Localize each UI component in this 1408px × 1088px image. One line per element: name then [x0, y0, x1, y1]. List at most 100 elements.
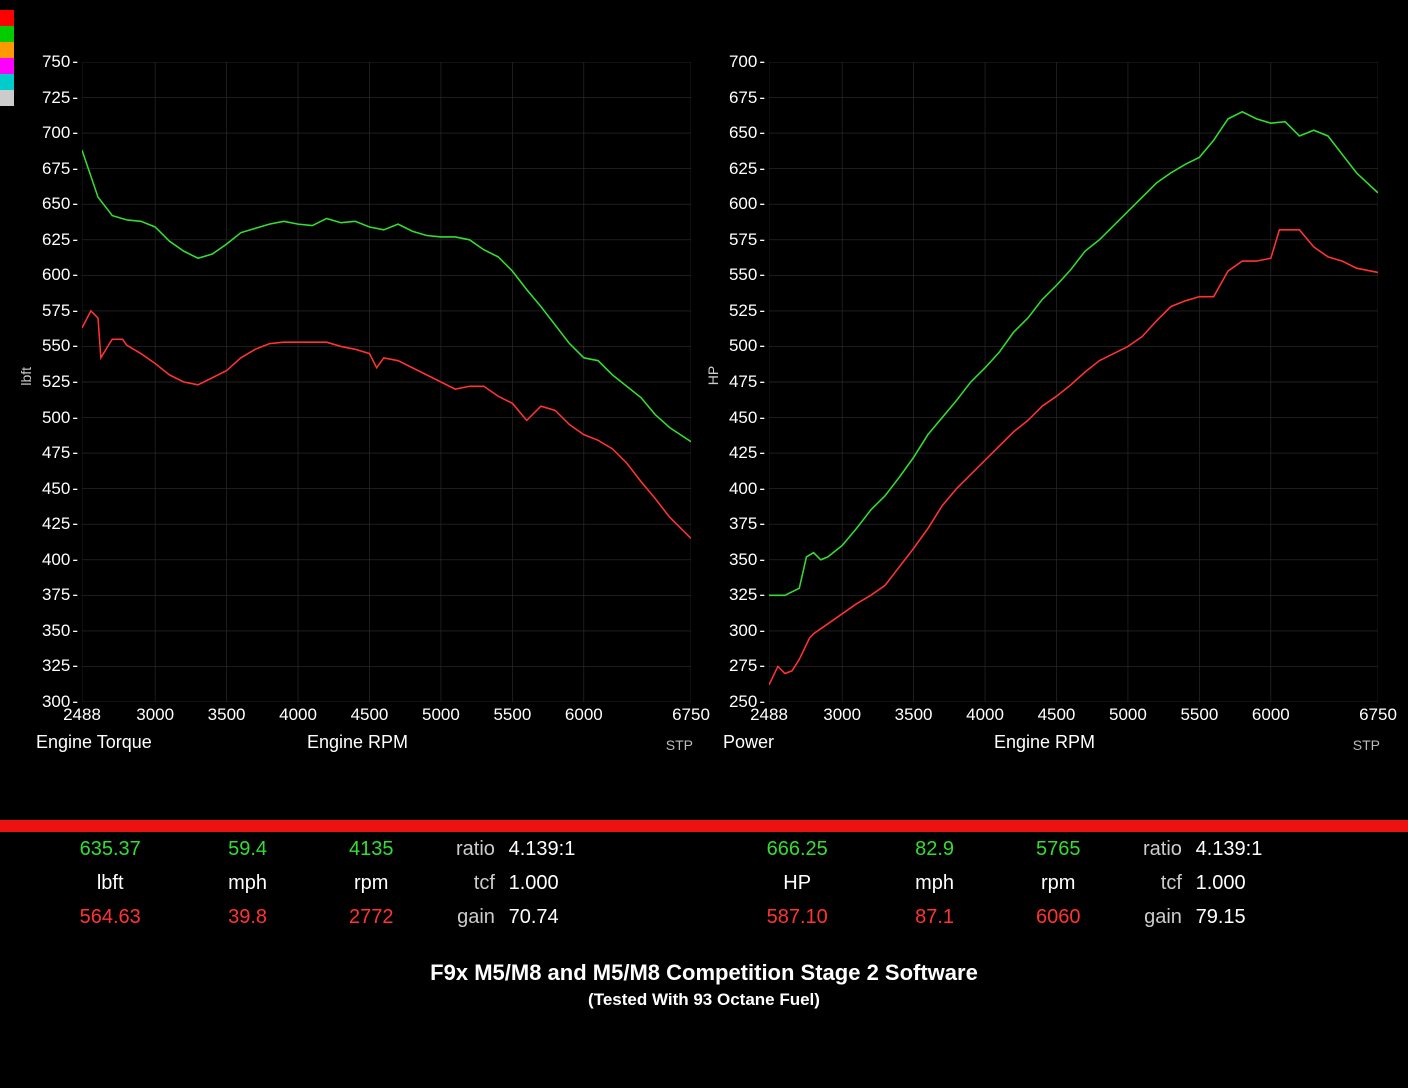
x-tick-label: 5500	[493, 705, 531, 725]
y-tick-label: 675	[729, 88, 757, 107]
power-stats: 666.25 82.9 5765 ratio 4.139:1 HP mph rp…	[701, 838, 1388, 938]
legend-swatch	[0, 58, 14, 74]
legend-swatch	[0, 26, 14, 42]
power-gain-value: 79.15	[1196, 906, 1246, 929]
y-tick-label: 600	[729, 194, 757, 213]
x-tick-label: 3500	[208, 705, 246, 725]
x-tick-label: 3000	[136, 705, 174, 725]
power-tcf-label: tcf	[1161, 872, 1182, 895]
x-tick-label: 4000	[966, 705, 1004, 725]
legend-swatch	[0, 10, 14, 26]
y-tick-label: 325	[729, 585, 757, 604]
y-tick-label: 475	[42, 443, 70, 462]
power-unit: HP	[783, 872, 811, 895]
torque-x-ticks: 248830003500400045005000550060006750	[82, 705, 691, 729]
y-tick-label: 275	[729, 656, 757, 675]
torque-unit-rpm: rpm	[354, 872, 388, 895]
power-ratio-value: 4.139:1	[1196, 838, 1263, 861]
torque-panel: lbft 300-325-350-375-400-425-450-475-500…	[14, 22, 701, 767]
legend-swatch	[0, 90, 14, 106]
y-tick-label: 575	[729, 230, 757, 249]
y-tick-label: 300	[729, 621, 757, 640]
y-tick-label: 675	[42, 159, 70, 178]
stats-readout: 635.37 59.4 4135 ratio 4.139:1 lbft mph …	[14, 838, 1388, 938]
x-tick-label: 6750	[1359, 705, 1397, 725]
power-base-rpm: 6060	[1036, 906, 1081, 929]
y-tick-label: 350	[729, 550, 757, 569]
power-unit-rpm: rpm	[1041, 872, 1075, 895]
power-peak-mph: 82.9	[915, 838, 954, 861]
y-tick-label: 500	[42, 408, 70, 427]
x-tick-label: 4500	[1038, 705, 1076, 725]
y-tick-label: 400	[729, 479, 757, 498]
y-tick-label: 700	[42, 123, 70, 142]
y-tick-label: 375	[42, 585, 70, 604]
series-color-legend	[0, 10, 14, 106]
y-tick-label: 625	[42, 230, 70, 249]
power-stp: STP	[1353, 737, 1380, 753]
footer-subtitle: (Tested With 93 Octane Fuel)	[0, 990, 1408, 1010]
power-tcf-value: 1.000	[1196, 872, 1246, 895]
x-tick-label: 2488	[750, 705, 788, 725]
legend-swatch	[0, 74, 14, 90]
y-tick-label: 475	[729, 372, 757, 391]
torque-ratio-value: 4.139:1	[509, 838, 576, 861]
y-tick-label: 450	[729, 408, 757, 427]
torque-gain-value: 70.74	[509, 906, 559, 929]
y-tick-label: 700	[729, 52, 757, 71]
y-tick-label: 400	[42, 550, 70, 569]
power-peak-value: 666.25	[767, 838, 828, 861]
x-tick-label: 6000	[1252, 705, 1290, 725]
power-peak-rpm: 5765	[1036, 838, 1081, 861]
y-tick-label: 650	[729, 123, 757, 142]
power-plot	[769, 62, 1378, 702]
torque-unit: lbft	[97, 872, 124, 895]
y-tick-label: 425	[729, 443, 757, 462]
chart-panels: lbft 300-325-350-375-400-425-450-475-500…	[14, 22, 1388, 767]
torque-plot	[82, 62, 691, 702]
y-tick-label: 525	[42, 372, 70, 391]
y-tick-label: 750	[42, 52, 70, 71]
torque-ratio-label: ratio	[456, 838, 495, 861]
power-base-value: 587.10	[767, 906, 828, 929]
torque-peak-rpm: 4135	[349, 838, 394, 861]
power-unit-mph: mph	[915, 872, 954, 895]
x-tick-label: 5000	[1109, 705, 1147, 725]
torque-gain-label: gain	[457, 906, 495, 929]
y-tick-label: 550	[729, 265, 757, 284]
y-tick-label: 325	[42, 656, 70, 675]
torque-base-value: 564.63	[80, 906, 141, 929]
power-x-axis-label: Engine RPM	[701, 732, 1388, 753]
torque-x-axis-label: Engine RPM	[14, 732, 701, 753]
y-tick-label: 450	[42, 479, 70, 498]
y-tick-label: 575	[42, 301, 70, 320]
y-tick-label: 600	[42, 265, 70, 284]
y-tick-label: 550	[42, 336, 70, 355]
y-tick-label: 725	[42, 88, 70, 107]
x-tick-label: 4500	[351, 705, 389, 725]
x-tick-label: 3500	[895, 705, 933, 725]
power-y-ticks: 250-275-300-325-350-375-400-425-450-475-…	[701, 62, 767, 702]
torque-peak-value: 635.37	[80, 838, 141, 861]
power-panel: HP 250-275-300-325-350-375-400-425-450-4…	[701, 22, 1388, 767]
torque-y-ticks: 300-325-350-375-400-425-450-475-500-525-…	[14, 62, 80, 702]
x-tick-label: 2488	[63, 705, 101, 725]
torque-stp: STP	[666, 737, 693, 753]
x-tick-label: 3000	[823, 705, 861, 725]
power-base-mph: 87.1	[915, 906, 954, 929]
x-tick-label: 5000	[422, 705, 460, 725]
x-tick-label: 6000	[565, 705, 603, 725]
torque-stats: 635.37 59.4 4135 ratio 4.139:1 lbft mph …	[14, 838, 701, 938]
y-tick-label: 650	[42, 194, 70, 213]
torque-peak-mph: 59.4	[228, 838, 267, 861]
y-tick-label: 350	[42, 621, 70, 640]
x-tick-label: 4000	[279, 705, 317, 725]
y-tick-label: 525	[729, 301, 757, 320]
torque-unit-mph: mph	[228, 872, 267, 895]
footer-title: F9x M5/M8 and M5/M8 Competition Stage 2 …	[0, 960, 1408, 986]
power-ratio-label: ratio	[1143, 838, 1182, 861]
y-tick-label: 500	[729, 336, 757, 355]
footer: F9x M5/M8 and M5/M8 Competition Stage 2 …	[0, 960, 1408, 1010]
y-tick-label: 375	[729, 514, 757, 533]
torque-base-mph: 39.8	[228, 906, 267, 929]
